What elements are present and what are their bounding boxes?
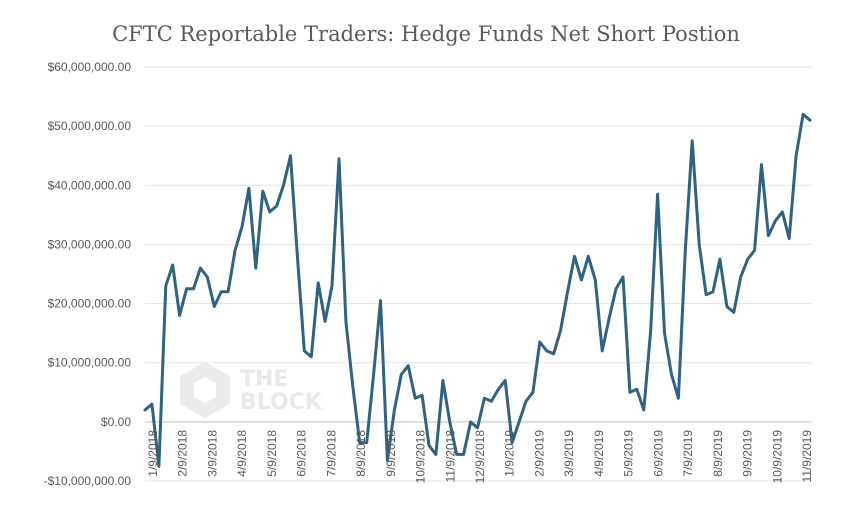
x-tick-label: 8/9/2018 — [354, 430, 368, 477]
x-tick-label: 9/9/2018 — [384, 430, 398, 477]
x-tick-label: 1/9/2018 — [146, 430, 160, 477]
x-tick-label: 3/9/2018 — [205, 430, 219, 477]
x-axis-ticks: 1/9/2018 2/9/2018 3/9/2018 4/9/2018 5/9/2018… — [146, 430, 814, 484]
x-tick-label: 6/9/2018 — [295, 430, 309, 477]
y-tick-label: $10,000,000.00 — [48, 356, 132, 370]
x-tick-label: 5/9/2019 — [622, 430, 636, 477]
grid-lines — [145, 66, 812, 482]
x-tick-label: 3/9/2019 — [562, 430, 576, 477]
watermark-logo-inner-icon — [194, 377, 216, 403]
y-tick-label: $30,000,000.00 — [48, 237, 132, 251]
y-tick-label: $20,000,000.00 — [48, 297, 132, 311]
x-tick-label: 12/9/2018 — [473, 430, 487, 484]
x-tick-label: 6/9/2019 — [651, 430, 665, 477]
series-line — [143, 112, 812, 468]
watermark-line2: BLOCK — [240, 390, 323, 415]
y-tick-label: $40,000,000.00 — [48, 178, 132, 192]
y-axis-ticks: -$10,000,000.00 $0.00 $10,000,000.00 $20,00… — [44, 60, 132, 488]
chart-title: CFTC Reportable Traders: Hedge Funds Net… — [112, 22, 740, 46]
x-tick-label: 10/9/2018 — [414, 430, 428, 484]
x-tick-label: 11/9/2019 — [800, 430, 814, 483]
x-tick-label: 4/9/2019 — [592, 430, 606, 477]
x-tick-label: 7/9/2018 — [324, 430, 338, 477]
y-tick-label: $50,000,000.00 — [48, 119, 132, 133]
x-tick-label: 5/9/2018 — [265, 430, 279, 477]
x-tick-label: 11/9/2018 — [443, 430, 457, 483]
x-tick-label: 8/9/2019 — [711, 430, 725, 477]
x-tick-label: 2/9/2018 — [176, 430, 190, 477]
series-group — [143, 112, 812, 468]
y-tick-label: $60,000,000.00 — [48, 60, 132, 74]
x-tick-label: 9/9/2019 — [741, 430, 755, 477]
y-tick-label: -$10,000,000.00 — [44, 474, 132, 488]
x-tick-label: 4/9/2018 — [235, 430, 249, 477]
watermark: THE BLOCK — [180, 362, 323, 418]
x-tick-label: 7/9/2019 — [681, 430, 695, 477]
y-tick-label: $0.00 — [101, 415, 131, 429]
watermark-line1: THE — [240, 367, 288, 392]
x-tick-label: 10/9/2019 — [770, 430, 784, 484]
x-tick-label: 1/9/2019 — [503, 430, 517, 477]
x-tick-label: 2/9/2019 — [532, 430, 546, 477]
